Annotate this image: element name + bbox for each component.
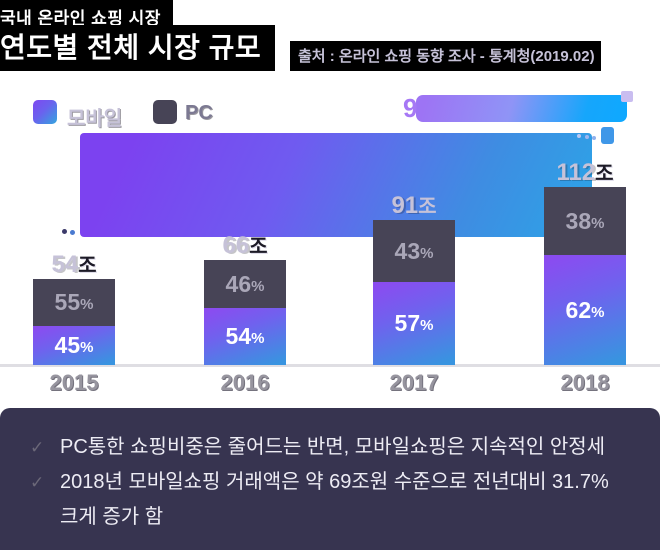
x-axis-line	[0, 364, 660, 367]
bar-2015-mobile-segment: 45%	[33, 326, 115, 365]
total-unit: 조	[249, 236, 268, 258]
total-value: 112	[556, 159, 596, 186]
leader-dot-left	[62, 229, 67, 234]
total-unit: 조	[418, 196, 437, 218]
note-text: 2018년 모바일쇼핑 거래액은 약 69조원 수준으로 전년대비 31.7% …	[60, 471, 609, 528]
legend-label-mobile: 모바일	[67, 108, 123, 130]
notes-list: ✓ PC통한 쇼핑비중은 줄어드는 반면, 모바일쇼핑은 지속적인 안정세 ✓ …	[0, 430, 660, 535]
leader-dot-left	[70, 230, 75, 235]
percent-value: 45	[54, 332, 81, 358]
percent-sign: %	[420, 317, 434, 334]
bar-2017-mobile-segment: 57%	[373, 282, 455, 365]
bar-2016-pc-segment: 46%	[204, 260, 286, 308]
total-unit: 조	[595, 163, 614, 185]
percent-value: 46	[225, 270, 252, 297]
source-badge: 출처 : 온라인 쇼핑 동향 조사 - 통계청(2019.02)	[290, 41, 601, 71]
percent-value: 57	[394, 310, 421, 336]
overlay-dot	[592, 136, 596, 140]
percent-value: 38	[565, 207, 592, 234]
overlay-dot	[585, 135, 589, 139]
percent-value: 55	[54, 289, 81, 315]
percent-sign: %	[251, 277, 265, 295]
notes-panel: ✓ PC통한 쇼핑비중은 줄어드는 반면, 모바일쇼핑은 지속적인 안정세 ✓ …	[0, 408, 660, 550]
axis-label-2016: 2016	[220, 370, 270, 395]
legend-swatch-mobile-icon	[33, 100, 57, 124]
check-icon: ✓	[30, 438, 45, 457]
overlay-fragment-lavender	[621, 91, 633, 102]
percent-value: 43	[394, 237, 421, 264]
note-item: ✓ 2018년 모바일쇼핑 거래액은 약 69조원 수준으로 전년대비 31.7…	[30, 465, 630, 535]
legend-label-pc: PC	[185, 102, 213, 124]
check-icon: ✓	[30, 473, 45, 492]
axis-label-2015: 2015	[49, 370, 99, 395]
note-text: PC통한 쇼핑비중은 줄어드는 반면, 모바일쇼핑은 지속적인 안정세	[60, 436, 606, 458]
bar-2018-pc-segment: 38%	[544, 187, 626, 255]
overlay-fragment-square	[601, 127, 614, 144]
percent-sign: %	[591, 303, 605, 321]
bar-2015-total-label: 54조	[23, 249, 125, 279]
legend-swatch-pc-icon	[153, 100, 177, 124]
axis-label-2018: 2018	[560, 370, 610, 395]
bar-2017-pc-segment: 43%	[373, 220, 455, 282]
total-value: 54	[51, 251, 79, 278]
gradient-overlay-pill	[416, 95, 627, 122]
note-item: ✓ PC통한 쇼핑비중은 줄어드는 반면, 모바일쇼핑은 지속적인 안정세	[30, 430, 630, 465]
overlay-partial-digit: 9	[403, 93, 418, 123]
bar-2018-total-label: 112조	[534, 157, 636, 187]
bar-2016-mobile-segment: 54%	[204, 308, 286, 365]
total-value: 91	[391, 192, 419, 219]
percent-sign: %	[80, 339, 94, 356]
percent-sign: %	[420, 244, 434, 262]
axis-label-2017: 2017	[389, 370, 439, 395]
bar-2016-total-label: 66조	[194, 230, 296, 260]
total-unit: 조	[78, 255, 97, 277]
percent-sign: %	[251, 330, 265, 347]
bar-2018-mobile-segment: 62%	[544, 255, 626, 365]
bar-2015-pc-segment: 55%	[33, 279, 115, 326]
bar-2017-total-label: 91조	[363, 190, 465, 220]
overlay-dot	[577, 134, 581, 138]
percent-value: 62	[565, 296, 592, 323]
percent-sign: %	[591, 214, 605, 232]
percent-sign: %	[80, 296, 94, 313]
total-value: 66	[222, 232, 250, 259]
percent-value: 54	[225, 323, 252, 349]
gradient-overlay-bar	[80, 133, 592, 237]
page-title-line2: 연도별 전체 시장 규모	[0, 25, 276, 71]
